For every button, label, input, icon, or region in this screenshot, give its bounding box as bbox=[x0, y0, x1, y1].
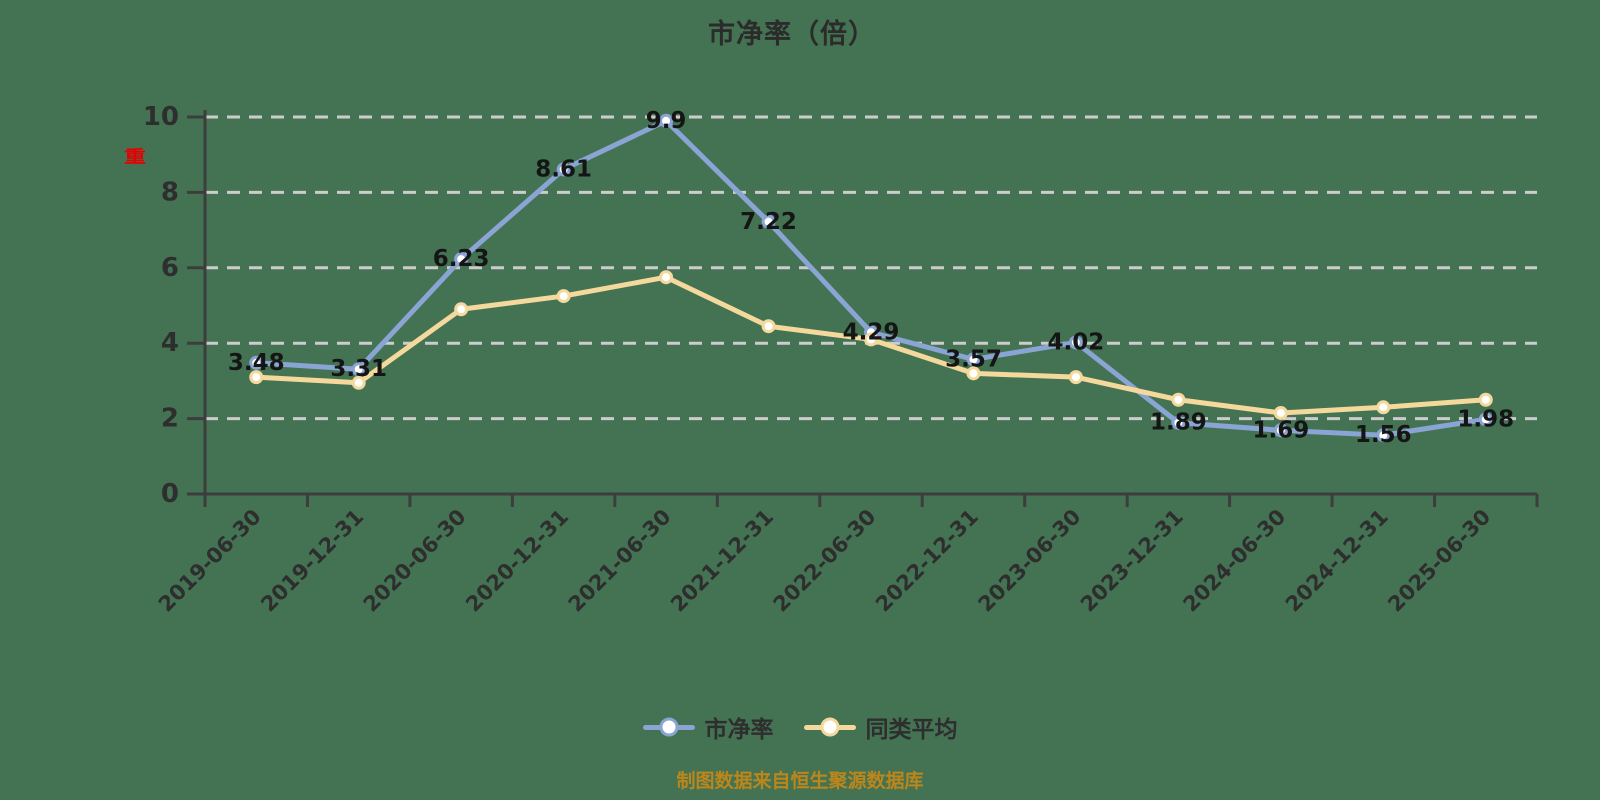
data-point bbox=[761, 319, 776, 334]
data-point bbox=[1478, 412, 1493, 427]
x-tick-label: 2023-06-30 bbox=[974, 505, 1086, 617]
x-tick-label: 2024-06-30 bbox=[1178, 505, 1290, 617]
data-point bbox=[1273, 423, 1288, 438]
value-label: 4.02 bbox=[1048, 329, 1105, 355]
red-axis-marker: 重 bbox=[124, 146, 146, 167]
avg-legend-label: 同类平均 bbox=[865, 717, 958, 743]
x-tick-label: 2021-12-31 bbox=[666, 505, 778, 617]
x-tick-label: 2020-06-30 bbox=[359, 505, 471, 617]
data-point bbox=[966, 352, 981, 367]
value-label: 1.69 bbox=[1252, 417, 1309, 443]
data-point bbox=[1376, 428, 1391, 443]
value-label: 1.56 bbox=[1355, 422, 1412, 448]
data-point bbox=[556, 289, 571, 304]
data-point bbox=[454, 252, 469, 267]
data-point bbox=[454, 302, 469, 317]
data-point bbox=[1478, 392, 1493, 407]
y-tick-label: 2 bbox=[161, 404, 179, 434]
value-label: 3.48 bbox=[228, 350, 285, 376]
y-tick-label: 8 bbox=[161, 177, 179, 207]
x-tick-label: 2022-06-30 bbox=[769, 505, 881, 617]
x-tick-label: 2024-12-31 bbox=[1281, 505, 1393, 617]
data-point bbox=[1171, 392, 1186, 407]
data-point bbox=[761, 214, 776, 229]
chart-title: 市净率（倍） bbox=[708, 19, 876, 50]
value-label: 3.31 bbox=[330, 356, 387, 382]
legend-item-pb[interactable]: 市净率 bbox=[642, 710, 774, 744]
x-tick-label: 2023-12-31 bbox=[1076, 505, 1188, 617]
x-tick-label: 2021-06-30 bbox=[564, 505, 676, 617]
pb-series-line bbox=[253, 118, 1489, 438]
x-tick-label: 2025-06-30 bbox=[1383, 505, 1495, 617]
data-point bbox=[351, 375, 366, 390]
value-label: 6.23 bbox=[433, 246, 490, 272]
y-tick-label: 0 bbox=[161, 479, 179, 509]
data-point bbox=[966, 366, 981, 381]
x-tick-label: 2022-12-31 bbox=[871, 505, 983, 617]
data-point bbox=[864, 332, 878, 347]
value-label: 7.22 bbox=[740, 209, 797, 235]
data-point bbox=[659, 270, 674, 285]
avg-legend-marker-icon bbox=[803, 717, 856, 737]
value-label: 3.57 bbox=[945, 346, 1002, 372]
y-tick-label: 10 bbox=[143, 102, 179, 132]
x-tick-label: 2020-12-31 bbox=[461, 505, 573, 617]
data-point bbox=[1068, 335, 1083, 350]
data-point bbox=[249, 355, 264, 370]
chart-legend: 市净率 同类平均 bbox=[0, 706, 1600, 748]
value-label: 4.29 bbox=[843, 319, 900, 345]
data-point bbox=[556, 162, 571, 177]
data-point bbox=[1171, 415, 1186, 430]
data-point bbox=[249, 370, 264, 385]
data-point bbox=[659, 113, 674, 128]
x-tick-label: 2019-06-30 bbox=[154, 505, 266, 617]
pb-legend-marker-icon bbox=[642, 717, 695, 737]
value-label: 1.89 bbox=[1150, 410, 1207, 436]
data-source-note: 制图数据来自恒生聚源数据库 bbox=[676, 770, 924, 792]
value-label: 8.61 bbox=[535, 156, 592, 182]
y-tick-label: 6 bbox=[161, 253, 179, 283]
data-point bbox=[351, 362, 366, 377]
y-tick-label: 4 bbox=[161, 328, 179, 358]
data-point bbox=[1376, 400, 1391, 415]
data-point bbox=[1068, 370, 1083, 385]
data-point bbox=[1273, 405, 1288, 420]
x-tick-label: 2019-12-31 bbox=[256, 505, 368, 617]
legend-item-avg[interactable]: 同类平均 bbox=[803, 710, 958, 744]
pb-legend-label: 市净率 bbox=[704, 717, 774, 743]
value-label: 1.98 bbox=[1457, 406, 1514, 432]
value-label: 9.9 bbox=[646, 108, 687, 134]
